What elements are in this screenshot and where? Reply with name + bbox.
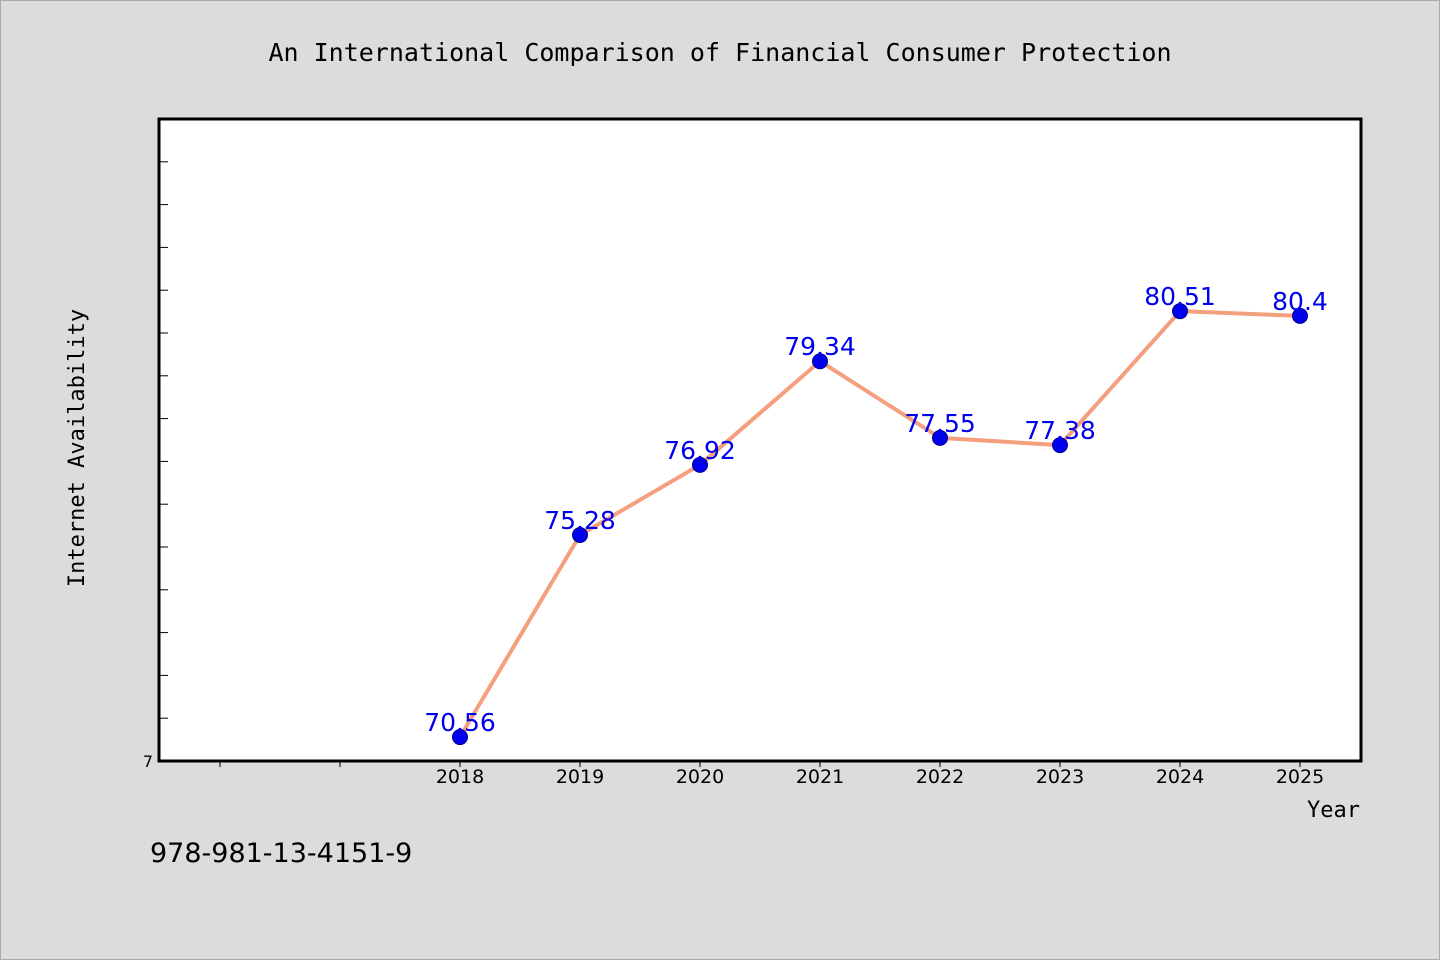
data-point	[572, 527, 588, 544]
data-label: 77.38	[1024, 416, 1096, 445]
x-tick-label: 2022	[916, 766, 964, 788]
x-tick-label: 2020	[676, 766, 724, 788]
x-tick-label: 2025	[1276, 766, 1324, 788]
x-tick-label: 2023	[1036, 766, 1084, 788]
data-label: 79.34	[784, 332, 856, 361]
x-tick-label: 2019	[556, 766, 604, 788]
x-ticks: 2018 2019 2020 2021 2022 2023 2024 2025	[219, 761, 1324, 788]
data-point	[1292, 307, 1308, 324]
plot-area	[157, 117, 1363, 763]
data-point	[1052, 437, 1068, 454]
data-label: 77.55	[904, 409, 976, 438]
y-axis-label: Internet Availability	[65, 309, 90, 587]
chart-title: An International Comparison of Financial…	[268, 38, 1171, 67]
data-point	[452, 729, 468, 746]
x-tick-label: 2021	[796, 766, 844, 788]
data-label: 75.28	[544, 506, 616, 535]
footer-code: 978-981-13-4151-9	[150, 838, 412, 869]
y-ticks	[159, 161, 168, 719]
data-point	[692, 456, 708, 473]
data-label: 70.56	[424, 708, 496, 737]
data-label: 80.4	[1272, 287, 1328, 316]
data-label: 76.92	[664, 436, 736, 465]
data-point	[812, 353, 828, 370]
data-label: 80.51	[1144, 282, 1216, 311]
x-tick-label: 2024	[1156, 766, 1204, 788]
x-axis-label: Year	[1307, 798, 1360, 823]
series-line	[458, 309, 1301, 739]
data-point	[1172, 303, 1188, 320]
x-tick-label: 2018	[436, 766, 484, 788]
y-tick-label: 7	[143, 752, 153, 771]
data-point	[932, 429, 948, 446]
series-group: 70.56 75.28 76.92 79.34 77.55 77.38 80.51 80.4	[424, 282, 1328, 746]
